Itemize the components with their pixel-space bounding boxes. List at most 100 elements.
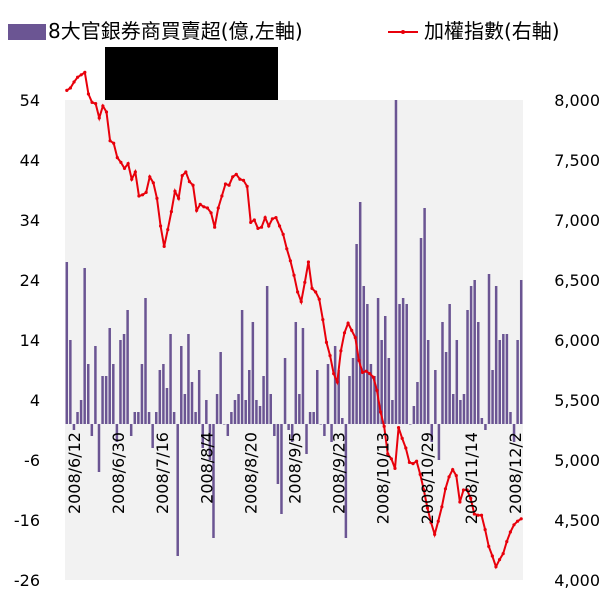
index-point bbox=[220, 194, 224, 198]
bar bbox=[434, 370, 437, 424]
index-point bbox=[79, 73, 83, 77]
index-point bbox=[72, 80, 76, 84]
index-point bbox=[83, 70, 87, 74]
index-point bbox=[274, 216, 278, 220]
index-point bbox=[263, 216, 267, 220]
bar bbox=[466, 310, 469, 424]
index-point bbox=[339, 349, 343, 353]
index-point bbox=[231, 175, 235, 179]
index-point bbox=[144, 190, 148, 194]
index-point bbox=[245, 184, 249, 188]
index-point bbox=[328, 354, 332, 358]
bar bbox=[498, 340, 501, 424]
bar bbox=[369, 364, 373, 424]
index-point bbox=[86, 92, 91, 96]
bar bbox=[137, 412, 140, 424]
bar bbox=[305, 424, 308, 454]
index-point bbox=[195, 208, 199, 212]
bar bbox=[237, 394, 240, 424]
index-point bbox=[515, 519, 520, 523]
bar bbox=[512, 424, 516, 442]
index-point bbox=[223, 182, 228, 186]
index-point bbox=[360, 370, 365, 374]
bar bbox=[94, 346, 97, 424]
index-point bbox=[296, 290, 300, 294]
index-point bbox=[133, 170, 137, 174]
index-point bbox=[249, 220, 253, 224]
index-point bbox=[436, 519, 440, 523]
index-point bbox=[241, 178, 246, 182]
x-tick-label: 2008/6/30 bbox=[109, 432, 128, 514]
bar bbox=[240, 310, 244, 424]
index-point bbox=[65, 88, 69, 92]
bar bbox=[416, 382, 419, 424]
bar bbox=[269, 394, 272, 424]
bar bbox=[437, 424, 441, 460]
index-point bbox=[425, 506, 430, 510]
right-tick-label: 7,500 bbox=[554, 151, 600, 170]
left-tick-label: 4 bbox=[30, 391, 40, 410]
right-tick-label: 4,500 bbox=[554, 511, 600, 530]
bar bbox=[101, 376, 104, 424]
bar bbox=[290, 424, 294, 442]
index-point bbox=[458, 500, 462, 504]
bar bbox=[337, 370, 340, 424]
index-point bbox=[169, 210, 173, 214]
legend: 8大官銀券商買賣超(億,左軸) 加權指數(右軸) bbox=[8, 19, 560, 43]
bar bbox=[316, 370, 319, 424]
index-point bbox=[447, 475, 451, 479]
x-tick-label: 2008/9/23 bbox=[330, 432, 349, 514]
index-point bbox=[310, 286, 314, 290]
index-point bbox=[140, 193, 145, 197]
left-tick-label: -6 bbox=[24, 451, 40, 470]
bar bbox=[355, 244, 358, 424]
bar bbox=[140, 364, 144, 424]
index-point bbox=[321, 318, 325, 322]
x-tick-label: 2008/10/29 bbox=[418, 432, 437, 524]
index-point bbox=[386, 452, 390, 456]
bar bbox=[255, 400, 258, 424]
index-point bbox=[396, 426, 401, 430]
left-tick-label: -16 bbox=[14, 511, 40, 530]
index-point bbox=[411, 462, 415, 466]
bar bbox=[76, 412, 79, 424]
index-point bbox=[519, 517, 523, 521]
index-point bbox=[108, 139, 112, 143]
bar bbox=[301, 328, 305, 424]
index-point bbox=[429, 520, 433, 525]
left-tick-label: 14 bbox=[20, 331, 40, 350]
left-tick-label: 44 bbox=[20, 151, 40, 170]
index-point bbox=[151, 181, 155, 185]
legend-line-label: 加權指數(右軸) bbox=[424, 19, 560, 43]
right-tick-label: 6,000 bbox=[554, 331, 600, 350]
index-point bbox=[122, 166, 127, 170]
bar bbox=[448, 304, 451, 424]
index-point bbox=[317, 297, 321, 301]
index-point bbox=[479, 513, 484, 517]
bar bbox=[341, 418, 344, 424]
bar bbox=[516, 340, 519, 424]
bar bbox=[265, 286, 269, 424]
index-point bbox=[216, 206, 220, 210]
index-point bbox=[476, 513, 480, 517]
x-tick-label: 2008/8/20 bbox=[241, 432, 260, 514]
index-point bbox=[353, 336, 357, 340]
bar bbox=[462, 394, 466, 424]
bar bbox=[230, 412, 233, 424]
index-point bbox=[267, 224, 271, 228]
bar bbox=[158, 370, 162, 424]
index-point bbox=[234, 172, 238, 176]
bar bbox=[112, 364, 115, 424]
bar bbox=[351, 358, 355, 424]
bar bbox=[104, 376, 108, 424]
bar bbox=[455, 340, 459, 424]
bar bbox=[222, 424, 226, 425]
index-point bbox=[335, 380, 339, 384]
bar bbox=[373, 376, 376, 424]
bar-series bbox=[65, 100, 523, 556]
bar bbox=[430, 424, 434, 442]
index-point bbox=[166, 228, 170, 232]
index-point bbox=[155, 196, 159, 200]
right-axis: 8,000 7,500 7,000 6,500 6,000 5,500 5,000 4,500… bbox=[554, 91, 600, 590]
